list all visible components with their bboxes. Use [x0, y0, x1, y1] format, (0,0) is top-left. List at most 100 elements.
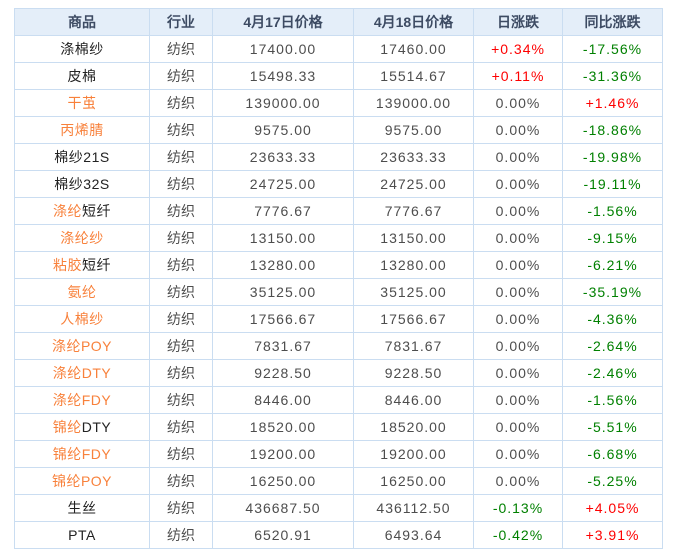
price-apr18-cell: 436112.50	[353, 494, 474, 522]
column-header-industry: 行业	[149, 8, 213, 36]
table-row: 棉纱32S 纺织 24725.00 24725.00 0.00% -19.11%	[14, 170, 663, 198]
product-cell: 涤纶纱	[14, 224, 150, 252]
table-row: 锦纶FDY 纺织 19200.00 19200.00 0.00% -6.68%	[14, 440, 663, 468]
table-row: 涤纶纱 纺织 13150.00 13150.00 0.00% -9.15%	[14, 224, 663, 252]
daily-change-cell: 0.00%	[473, 467, 563, 495]
yoy-change-cell: -9.15%	[562, 224, 663, 252]
yoy-change-cell: -5.25%	[562, 467, 663, 495]
price-apr18-cell: 16250.00	[353, 467, 474, 495]
product-cell: 人棉纱	[14, 305, 150, 333]
commodity-price-table: 商品 行业 4月17日价格 4月18日价格 日涨跌 同比涨跌 涤棉纱 纺织 17400.00 1…	[14, 8, 663, 549]
industry-cell: 纺织	[149, 89, 213, 117]
daily-change-cell: 0.00%	[473, 197, 563, 225]
product-cell: 棉纱32S	[14, 170, 150, 198]
price-apr17-cell: 7831.67	[212, 332, 354, 360]
table-row: 锦纶DTY 纺织 18520.00 18520.00 0.00% -5.51%	[14, 413, 663, 441]
product-cell: 锦纶FDY	[14, 440, 150, 468]
yoy-change-cell: -18.86%	[562, 116, 663, 144]
daily-change-cell: -0.42%	[473, 521, 563, 549]
column-header-price-apr17: 4月17日价格	[212, 8, 354, 36]
price-apr18-cell: 19200.00	[353, 440, 474, 468]
price-apr17-cell: 16250.00	[212, 467, 354, 495]
table-row: 涤纶POY 纺织 7831.67 7831.67 0.00% -2.64%	[14, 332, 663, 360]
price-apr18-cell: 9228.50	[353, 359, 474, 387]
product-name-segment: 锦纶	[52, 419, 82, 435]
column-header-yoy-change: 同比涨跌	[562, 8, 663, 36]
daily-change-cell: 0.00%	[473, 305, 563, 333]
product-name-segment: 涤纶FDY	[52, 392, 112, 408]
price-apr18-cell: 7776.67	[353, 197, 474, 225]
product-cell: 锦纶POY	[14, 467, 150, 495]
price-apr17-cell: 436687.50	[212, 494, 354, 522]
product-name-segment: 氨纶	[67, 284, 97, 300]
product-name-segment: 涤纶纱	[60, 230, 104, 246]
yoy-change-cell: +4.05%	[562, 494, 663, 522]
product-name-segment: PTA	[68, 527, 96, 543]
daily-change-cell: 0.00%	[473, 386, 563, 414]
product-name-segment: 锦纶FDY	[52, 446, 112, 462]
price-apr18-cell: 9575.00	[353, 116, 474, 144]
daily-change-cell: 0.00%	[473, 413, 563, 441]
table-row: 人棉纱 纺织 17566.67 17566.67 0.00% -4.36%	[14, 305, 663, 333]
product-cell: PTA	[14, 521, 150, 549]
product-name-segment: 锦纶POY	[51, 473, 113, 489]
product-name-segment: 粘胶	[53, 257, 82, 273]
table-row: 粘胶短纤 纺织 13280.00 13280.00 0.00% -6.21%	[14, 251, 663, 279]
daily-change-cell: -0.13%	[473, 494, 563, 522]
price-apr18-cell: 15514.67	[353, 62, 474, 90]
industry-cell: 纺织	[149, 224, 213, 252]
yoy-change-cell: -5.51%	[562, 413, 663, 441]
table-row: 皮棉 纺织 15498.33 15514.67 +0.11% -31.36%	[14, 62, 663, 90]
table-row: 氨纶 纺织 35125.00 35125.00 0.00% -35.19%	[14, 278, 663, 306]
table-row: 涤纶短纤 纺织 7776.67 7776.67 0.00% -1.56%	[14, 197, 663, 225]
industry-cell: 纺织	[149, 143, 213, 171]
price-apr17-cell: 9575.00	[212, 116, 354, 144]
table-row: 干茧 纺织 139000.00 139000.00 0.00% +1.46%	[14, 89, 663, 117]
price-apr17-cell: 24725.00	[212, 170, 354, 198]
product-cell: 涤纶POY	[14, 332, 150, 360]
industry-cell: 纺织	[149, 467, 213, 495]
product-name-segment: 涤纶POY	[51, 338, 113, 354]
yoy-change-cell: +3.91%	[562, 521, 663, 549]
price-apr18-cell: 35125.00	[353, 278, 474, 306]
price-apr18-cell: 139000.00	[353, 89, 474, 117]
yoy-change-cell: -1.56%	[562, 197, 663, 225]
price-apr17-cell: 23633.33	[212, 143, 354, 171]
product-name-segment: 丙烯腈	[60, 122, 104, 138]
price-apr17-cell: 17400.00	[212, 35, 354, 63]
price-apr18-cell: 23633.33	[353, 143, 474, 171]
yoy-change-cell: -2.64%	[562, 332, 663, 360]
yoy-change-cell: -2.46%	[562, 359, 663, 387]
price-apr17-cell: 9228.50	[212, 359, 354, 387]
yoy-change-cell: -17.56%	[562, 35, 663, 63]
industry-cell: 纺织	[149, 116, 213, 144]
commodity-price-table-container: 商品 行业 4月17日价格 4月18日价格 日涨跌 同比涨跌 涤棉纱 纺织 17400.00 1…	[14, 8, 663, 549]
daily-change-cell: +0.11%	[473, 62, 563, 90]
industry-cell: 纺织	[149, 278, 213, 306]
price-apr17-cell: 35125.00	[212, 278, 354, 306]
industry-cell: 纺织	[149, 62, 213, 90]
daily-change-cell: 0.00%	[473, 332, 563, 360]
industry-cell: 纺织	[149, 494, 213, 522]
table-row: 涤纶FDY 纺织 8446.00 8446.00 0.00% -1.56%	[14, 386, 663, 414]
daily-change-cell: 0.00%	[473, 116, 563, 144]
daily-change-cell: 0.00%	[473, 251, 563, 279]
product-cell: 涤纶短纤	[14, 197, 150, 225]
price-apr17-cell: 17566.67	[212, 305, 354, 333]
product-name-segment: 人棉纱	[60, 311, 104, 327]
table-header: 商品 行业 4月17日价格 4月18日价格 日涨跌 同比涨跌	[14, 8, 663, 36]
product-cell: 氨纶	[14, 278, 150, 306]
daily-change-cell: 0.00%	[473, 278, 563, 306]
industry-cell: 纺织	[149, 413, 213, 441]
price-apr18-cell: 8446.00	[353, 386, 474, 414]
product-name-segment: 干茧	[67, 95, 97, 111]
industry-cell: 纺织	[149, 197, 213, 225]
price-apr17-cell: 13280.00	[212, 251, 354, 279]
yoy-change-cell: -6.68%	[562, 440, 663, 468]
industry-cell: 纺织	[149, 332, 213, 360]
price-apr18-cell: 17460.00	[353, 35, 474, 63]
product-name-segment: 皮棉	[67, 68, 97, 84]
price-apr18-cell: 13280.00	[353, 251, 474, 279]
table-row: 涤棉纱 纺织 17400.00 17460.00 +0.34% -17.56%	[14, 35, 663, 63]
table-row: 生丝 纺织 436687.50 436112.50 -0.13% +4.05%	[14, 494, 663, 522]
